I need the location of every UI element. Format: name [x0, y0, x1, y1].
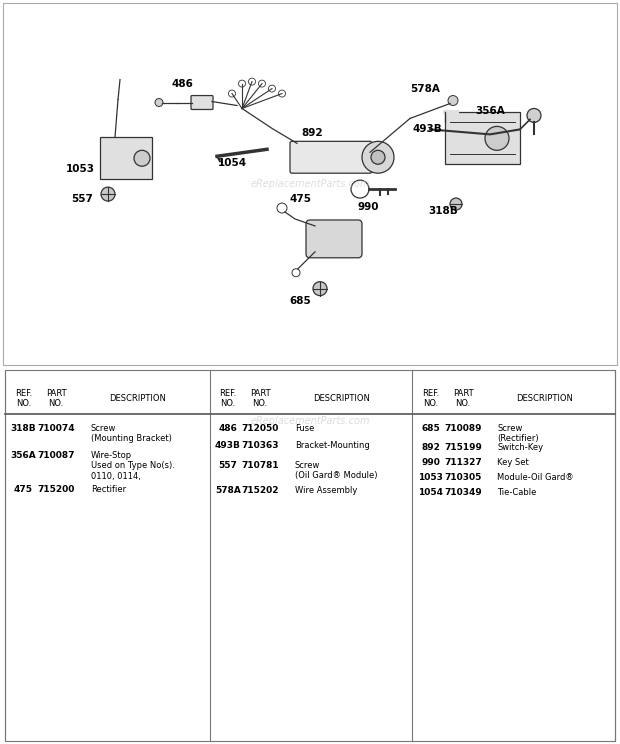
Circle shape — [277, 203, 287, 213]
Text: 715199: 715199 — [444, 443, 482, 452]
Text: 685: 685 — [421, 424, 440, 433]
Text: 990: 990 — [357, 202, 379, 212]
Text: PART
NO.: PART NO. — [250, 389, 270, 408]
Text: 990: 990 — [421, 458, 440, 467]
Text: 715202: 715202 — [242, 487, 279, 496]
Text: 475: 475 — [14, 485, 33, 494]
Text: 710305: 710305 — [445, 473, 482, 482]
FancyBboxPatch shape — [5, 370, 615, 741]
Text: REF.
NO.: REF. NO. — [422, 389, 439, 408]
Text: 1053: 1053 — [66, 164, 94, 174]
Text: Wire-Stop: Wire-Stop — [91, 451, 132, 460]
Text: 712050: 712050 — [242, 424, 279, 433]
Circle shape — [448, 95, 458, 106]
FancyBboxPatch shape — [445, 112, 520, 164]
Text: 710074: 710074 — [37, 424, 75, 433]
Circle shape — [259, 80, 265, 87]
Text: Wire Assembly: Wire Assembly — [294, 487, 357, 496]
Text: DESCRIPTION: DESCRIPTION — [110, 394, 166, 403]
FancyBboxPatch shape — [3, 3, 617, 365]
Text: Fuse: Fuse — [294, 424, 314, 433]
Text: 711327: 711327 — [444, 458, 482, 467]
Circle shape — [292, 269, 300, 277]
Text: 493B: 493B — [215, 441, 241, 450]
Text: 1054: 1054 — [418, 488, 443, 497]
Circle shape — [313, 282, 327, 295]
Text: DESCRIPTION: DESCRIPTION — [516, 394, 572, 403]
Text: DESCRIPTION: DESCRIPTION — [313, 394, 370, 403]
Circle shape — [249, 78, 255, 85]
Text: 892: 892 — [421, 443, 440, 452]
Text: 493B: 493B — [412, 124, 442, 135]
Text: 685: 685 — [289, 295, 311, 306]
Text: Screw: Screw — [497, 424, 523, 433]
Text: (Rectifier): (Rectifier) — [497, 434, 539, 443]
Circle shape — [371, 150, 385, 164]
Text: eReplacementParts.com: eReplacementParts.com — [250, 416, 370, 426]
Text: Tie-Cable: Tie-Cable — [497, 488, 537, 497]
Circle shape — [362, 141, 394, 173]
FancyBboxPatch shape — [100, 138, 152, 179]
Text: 486: 486 — [218, 424, 237, 433]
Circle shape — [278, 90, 285, 97]
Text: PART
NO.: PART NO. — [453, 389, 473, 408]
Circle shape — [134, 150, 150, 166]
FancyBboxPatch shape — [191, 95, 213, 109]
Text: Screw: Screw — [91, 424, 117, 433]
Text: 356A: 356A — [475, 106, 505, 117]
Circle shape — [229, 90, 236, 97]
Text: 318B: 318B — [11, 424, 36, 433]
Text: Switch-Key: Switch-Key — [497, 443, 544, 452]
Text: 710363: 710363 — [242, 441, 279, 450]
Text: 318B: 318B — [428, 206, 458, 216]
Text: PART
NO.: PART NO. — [46, 389, 66, 408]
Text: 710089: 710089 — [445, 424, 482, 433]
Text: 710349: 710349 — [444, 488, 482, 497]
FancyBboxPatch shape — [306, 220, 362, 257]
Text: (Mounting Bracket): (Mounting Bracket) — [91, 434, 172, 443]
Text: 1053: 1053 — [418, 473, 443, 482]
Text: 1054: 1054 — [218, 158, 247, 168]
Circle shape — [155, 98, 163, 106]
Circle shape — [527, 109, 541, 123]
Text: Key Set: Key Set — [497, 458, 529, 467]
Text: 557: 557 — [218, 461, 237, 469]
Text: Bracket-Mounting: Bracket-Mounting — [294, 441, 370, 450]
Text: 578A: 578A — [215, 487, 241, 496]
Text: 486: 486 — [171, 79, 193, 89]
Circle shape — [485, 126, 509, 150]
Text: 578A: 578A — [410, 83, 440, 94]
Text: Module-Oil Gard®: Module-Oil Gard® — [497, 473, 574, 482]
FancyBboxPatch shape — [290, 141, 372, 173]
Text: 557: 557 — [71, 194, 93, 204]
Circle shape — [268, 85, 275, 92]
Circle shape — [101, 187, 115, 201]
Circle shape — [450, 198, 462, 210]
Text: 715200: 715200 — [37, 485, 75, 494]
Text: 710087: 710087 — [37, 451, 75, 460]
Text: 710781: 710781 — [241, 461, 279, 469]
Text: 475: 475 — [289, 194, 311, 204]
Text: REF.
NO.: REF. NO. — [219, 389, 236, 408]
Text: 0110, 0114,: 0110, 0114, — [91, 472, 141, 481]
Text: eReplacementParts.com: eReplacementParts.com — [250, 179, 370, 189]
Text: 892: 892 — [301, 129, 323, 138]
Text: (Oil Gard® Module): (Oil Gard® Module) — [294, 471, 377, 480]
Text: Screw: Screw — [294, 461, 320, 469]
Text: REF.
NO.: REF. NO. — [15, 389, 32, 408]
Circle shape — [239, 80, 246, 87]
Text: Used on Type No(s).: Used on Type No(s). — [91, 461, 175, 470]
Text: 356A: 356A — [11, 451, 36, 460]
Text: Rectifier: Rectifier — [91, 485, 126, 494]
